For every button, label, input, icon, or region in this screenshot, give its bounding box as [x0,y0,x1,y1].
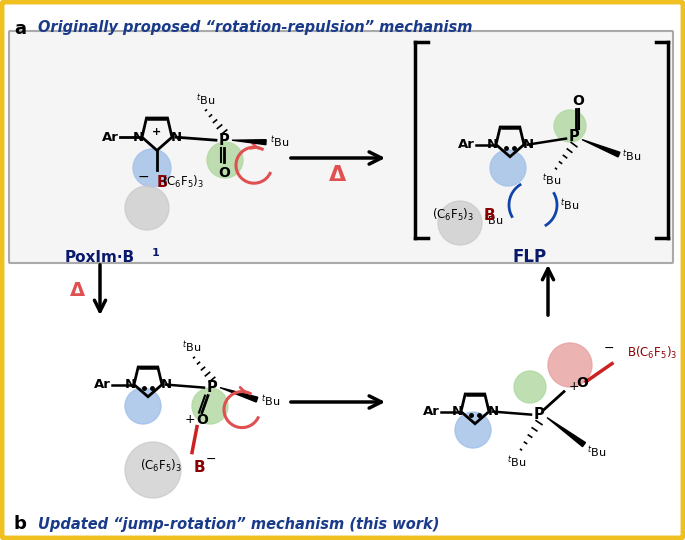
Text: Originally proposed “rotation-repulsion” mechanism: Originally proposed “rotation-repulsion”… [38,20,473,35]
Text: B: B [193,460,205,475]
Circle shape [133,149,171,187]
Text: P: P [207,380,217,395]
Text: O: O [196,413,208,427]
Text: $^t$Bu: $^t$Bu [262,394,281,409]
Text: $^t$Bu: $^t$Bu [271,134,290,150]
Text: b: b [14,515,27,533]
Text: O: O [218,166,230,180]
Polygon shape [547,417,586,447]
Text: B: B [156,175,168,190]
Text: 1: 1 [152,248,160,258]
Text: −: − [603,342,614,355]
Text: a: a [14,20,26,38]
Text: N: N [523,138,534,151]
Circle shape [438,201,482,245]
Text: O: O [572,93,584,107]
Text: N: N [451,405,462,418]
Circle shape [192,388,228,424]
Text: Ar: Ar [94,378,110,391]
FancyBboxPatch shape [9,31,673,263]
Circle shape [548,343,592,387]
Text: $^t$Bu: $^t$Bu [588,445,607,461]
Text: N: N [171,131,182,144]
Circle shape [490,150,526,186]
Text: Ar: Ar [458,138,475,151]
Text: Δ: Δ [70,280,85,300]
Text: −: − [206,453,216,466]
Text: PoxIm·B: PoxIm·B [65,250,135,265]
Text: $^t$Bu: $^t$Bu [623,149,642,164]
Text: Δ: Δ [329,165,347,185]
Circle shape [207,142,243,178]
Text: P: P [219,133,229,148]
Text: −: − [137,170,149,184]
Text: N: N [160,378,171,391]
Circle shape [125,186,169,230]
Circle shape [125,388,161,424]
Text: (C$_6$F$_5$)$_3$: (C$_6$F$_5$)$_3$ [432,207,474,223]
Polygon shape [232,140,266,145]
Polygon shape [220,388,258,402]
Text: O: O [576,376,588,389]
Text: N: N [488,405,499,418]
Text: B(C$_6$F$_5$)$_3$: B(C$_6$F$_5$)$_3$ [627,345,677,361]
Text: N: N [486,138,497,151]
Text: P: P [569,129,580,144]
Circle shape [554,110,586,142]
Text: +: + [152,127,162,137]
Text: (C$_6$F$_5$)$_3$: (C$_6$F$_5$)$_3$ [162,174,204,191]
Circle shape [125,442,181,498]
Text: $^t$Bu: $^t$Bu [484,212,503,228]
Text: $^t$Bu: $^t$Bu [560,197,580,213]
Text: N: N [132,131,144,144]
Text: $^t$Bu: $^t$Bu [182,340,201,355]
Text: P: P [534,407,545,422]
Text: FLP: FLP [513,248,547,266]
Text: $^t$Bu: $^t$Bu [543,173,562,188]
Polygon shape [582,140,620,157]
Text: B: B [483,207,495,222]
Circle shape [514,371,546,403]
Circle shape [455,412,491,448]
Text: $^t$Bu: $^t$Bu [197,92,216,108]
Text: $^t$Bu: $^t$Bu [508,455,527,470]
Text: Ar: Ar [423,405,440,418]
Text: (C$_6$F$_5$)$_3$: (C$_6$F$_5$)$_3$ [140,457,182,474]
Text: +: + [185,413,195,426]
Text: Updated “jump-rotation” mechanism (this work): Updated “jump-rotation” mechanism (this … [38,516,439,531]
Text: N: N [125,378,136,391]
Text: Ar: Ar [101,131,119,144]
Text: +: + [569,380,580,393]
